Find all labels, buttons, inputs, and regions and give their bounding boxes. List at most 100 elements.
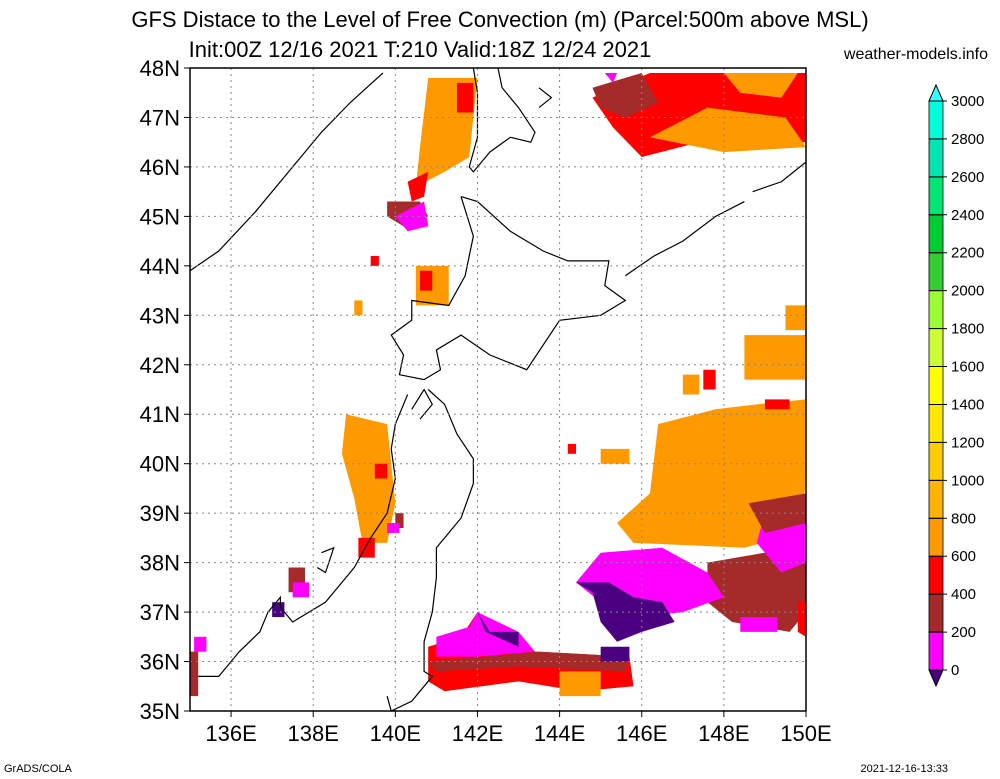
coastline — [198, 394, 409, 677]
lfc-patch — [419, 270, 433, 291]
lfc-patch — [748, 493, 806, 533]
colorbar-label: 200 — [951, 624, 976, 641]
colorbar-swatch — [928, 555, 944, 595]
lat-label: 37N — [140, 600, 180, 625]
lfc-patch — [576, 582, 675, 642]
lfc-patch — [395, 201, 429, 232]
lfc-patch — [190, 651, 199, 697]
colorbar-swatch — [928, 290, 944, 329]
lon-label: 150E — [780, 721, 831, 746]
lat-label: 39N — [140, 501, 180, 526]
lat-label: 46N — [140, 155, 180, 180]
colorbar-swatch — [928, 631, 944, 671]
coastline — [538, 87, 553, 109]
lfc-patch — [744, 335, 806, 380]
lfc-patch — [456, 82, 474, 113]
lat-label: 35N — [140, 699, 180, 724]
colorbar-label: 3000 — [951, 93, 984, 110]
colorbar-label: 600 — [951, 548, 976, 565]
latitude-labels: 48N 47N 46N 45N 44N 43N 42N 41N 40N 39N 38N 37N 36N 3… — [140, 56, 180, 724]
colorbar-swatch — [928, 593, 944, 633]
colorbar-label: 2400 — [951, 207, 984, 224]
colorbar-swatch — [928, 404, 944, 443]
lfc-patch — [740, 617, 778, 632]
colorbar: 0 200 400 600 800 1000 1200 1400 1600 1800 2000 220… — [928, 83, 984, 688]
lfc-patch — [649, 107, 806, 153]
colorbar-label: 400 — [951, 586, 976, 603]
lat-label: 42N — [140, 353, 180, 378]
lon-label: 144E — [534, 721, 585, 746]
lfc-patch — [797, 602, 806, 637]
colorbar-swatch — [928, 479, 944, 519]
lfc-patch — [682, 374, 700, 395]
lfc-patch — [370, 255, 379, 266]
coastline — [386, 389, 474, 712]
lat-label: 45N — [140, 204, 180, 229]
lfc-patch — [764, 399, 790, 410]
lfc-patch — [604, 72, 618, 83]
lfc-patch — [785, 305, 806, 331]
lfc-patch — [559, 671, 601, 697]
coastline — [316, 546, 335, 574]
lfc-fields — [190, 72, 806, 697]
lfc-patch — [567, 443, 577, 454]
lon-label: 140E — [370, 721, 421, 746]
lon-label: 138E — [288, 721, 339, 746]
graticule — [184, 67, 807, 717]
lfc-patch — [436, 612, 535, 657]
lfc-patch — [600, 646, 630, 662]
coastlines — [189, 67, 807, 712]
colorbar-label: 1600 — [951, 359, 984, 376]
lat-label: 43N — [140, 303, 180, 328]
colorbar-swatch — [928, 441, 944, 481]
colorbar-swatch — [928, 100, 944, 140]
lat-label: 47N — [140, 105, 180, 130]
lfc-patch — [272, 602, 285, 618]
lfc-patch — [428, 97, 449, 118]
lfc-patch — [354, 300, 363, 316]
timestamp: 2021-12-16-13:33 — [860, 763, 948, 775]
coastline — [411, 388, 434, 420]
map-frame — [189, 67, 807, 712]
lfc-patch — [600, 448, 630, 464]
colorbar-swatch — [928, 176, 944, 216]
colorbar-label: 2200 — [951, 245, 984, 262]
coastline — [468, 67, 536, 173]
lat-label: 44N — [140, 254, 180, 279]
colorbar-swatch — [928, 252, 944, 292]
coastline — [189, 72, 384, 272]
chart-title: GFS Distace to the Level of Free Convect… — [131, 7, 869, 32]
lat-label: 38N — [140, 551, 180, 576]
coastline — [752, 161, 807, 193]
lfc-patch — [592, 72, 659, 118]
colorbar-top-arrow — [928, 83, 944, 102]
chart-subtitle: Init:00Z 12/16 2021 T:210 Valid:18Z 12/2… — [188, 37, 652, 62]
colorbar-label: 800 — [951, 510, 976, 527]
colorbar-label: 1400 — [951, 396, 984, 413]
lat-label: 41N — [140, 402, 180, 427]
coastline — [390, 196, 627, 381]
lon-label: 142E — [452, 721, 503, 746]
lon-label: 136E — [205, 721, 256, 746]
lfc-patch — [387, 523, 400, 533]
source-credit: weather-models.info — [843, 46, 988, 63]
lfc-patch — [194, 636, 207, 652]
lfc-patch — [703, 369, 716, 390]
colorbar-label: 0 — [951, 662, 959, 679]
colorbar-label: 1000 — [951, 472, 984, 489]
colorbar-label: 1200 — [951, 434, 984, 451]
lon-label: 146E — [616, 721, 667, 746]
lfc-patch — [292, 582, 310, 598]
lfc-patch — [723, 72, 798, 98]
colorbar-label: 2800 — [951, 131, 984, 148]
colorbar-label: 1800 — [951, 321, 984, 338]
colorbar-swatch — [928, 328, 944, 367]
colorbar-swatch — [928, 517, 944, 557]
coastline — [624, 201, 745, 277]
lon-label: 148E — [698, 721, 749, 746]
colorbar-bottom-arrow — [928, 669, 944, 688]
colorbar-swatch — [928, 138, 944, 178]
colorbar-swatch — [928, 366, 944, 405]
lfc-patch — [428, 651, 630, 672]
